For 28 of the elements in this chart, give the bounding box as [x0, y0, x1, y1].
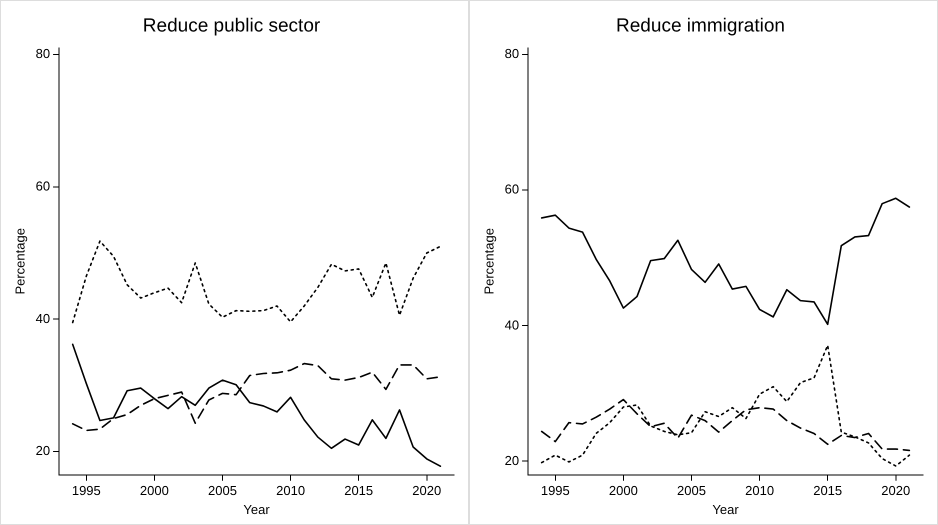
x-tick-label: 1995	[540, 483, 570, 498]
y-tick-label: 60	[36, 178, 50, 194]
y-tick-label: 20	[36, 443, 50, 458]
x-tick-label: 2000	[140, 483, 169, 498]
line-series	[540, 344, 910, 467]
x-tick-label: 2010	[276, 483, 306, 498]
y-tick-label: 40	[504, 317, 520, 332]
x-tick-label: 2010	[745, 483, 774, 498]
y-tick-label: 60	[504, 182, 520, 197]
x-tick-label: 2015	[813, 483, 842, 498]
x-axis-title: Year	[712, 502, 740, 517]
x-axis-title: Year	[243, 502, 270, 517]
x-tick-label: 2020	[412, 483, 442, 498]
y-tick-label: 40	[36, 310, 50, 326]
x-tick-label: 1995	[72, 483, 101, 498]
x-tick-label: 2005	[208, 483, 237, 498]
y-tick-label: 20	[504, 452, 520, 468]
y-axis-title: Percentage	[12, 228, 28, 295]
y-axis-title: Percentage	[481, 228, 496, 295]
chart-title: Reduce immigration	[616, 16, 785, 37]
y-tick-label: 80	[36, 46, 50, 61]
x-tick-label: 2005	[677, 483, 706, 498]
x-tick-label: 2000	[608, 483, 638, 498]
line-series	[72, 240, 442, 324]
x-tick-label: 2015	[344, 483, 374, 498]
chart-title: Reduce public sector	[142, 16, 321, 37]
y-tick-label: 80	[504, 46, 520, 62]
x-tick-label: 2020	[881, 483, 910, 498]
